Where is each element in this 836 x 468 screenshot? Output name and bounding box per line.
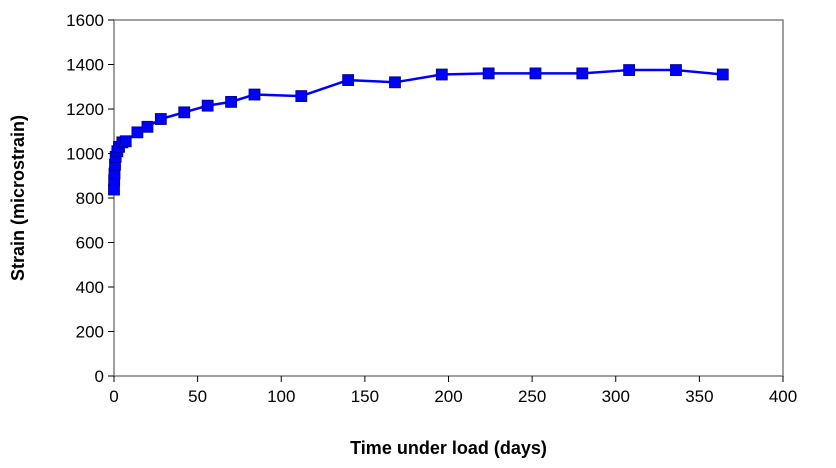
data-point (201, 99, 214, 112)
data-point (131, 126, 144, 139)
x-axis: 0 50 100 150 200 250 300 350 400 (109, 376, 797, 406)
x-tick-label: 300 (602, 387, 630, 406)
plot-area (113, 19, 784, 377)
y-tick-label: 1000 (66, 145, 104, 164)
series-group (108, 64, 729, 196)
x-tick-label: 50 (188, 387, 207, 406)
x-axis-title: Time under load (days) (350, 438, 547, 458)
x-tick-label: 200 (434, 387, 462, 406)
data-point (716, 68, 729, 81)
x-tick-label: 0 (109, 387, 118, 406)
data-point (670, 64, 682, 76)
x-tick-label: 250 (518, 387, 546, 406)
data-point (248, 88, 261, 101)
data-point (482, 67, 495, 80)
y-axis-title: Strain (microstrain) (8, 115, 28, 281)
y-axis: 0 200 400 600 800 1000 1200 1400 1600 (66, 11, 114, 386)
y-tick-label: 800 (76, 189, 104, 208)
x-tick-label: 350 (685, 387, 713, 406)
data-point (435, 68, 448, 81)
data-point (529, 67, 542, 80)
data-point (576, 67, 589, 80)
x-tick-label: 400 (769, 387, 797, 406)
y-tick-label: 400 (76, 278, 104, 297)
data-point (389, 76, 401, 89)
data-point (225, 95, 237, 108)
data-point (623, 64, 636, 76)
y-tick-label: 1600 (66, 11, 104, 30)
y-tick-label: 600 (76, 234, 104, 253)
y-tick-label: 1400 (66, 56, 104, 75)
data-point (154, 113, 167, 125)
y-tick-label: 1200 (66, 100, 104, 119)
data-point (178, 106, 191, 119)
data-point (141, 120, 154, 133)
y-tick-label: 200 (76, 323, 104, 342)
x-tick-label: 100 (267, 387, 295, 406)
data-point (342, 74, 355, 86)
y-tick-label: 0 (95, 367, 104, 386)
data-point (295, 90, 308, 102)
data-point (119, 135, 132, 148)
x-tick-label: 150 (351, 387, 379, 406)
